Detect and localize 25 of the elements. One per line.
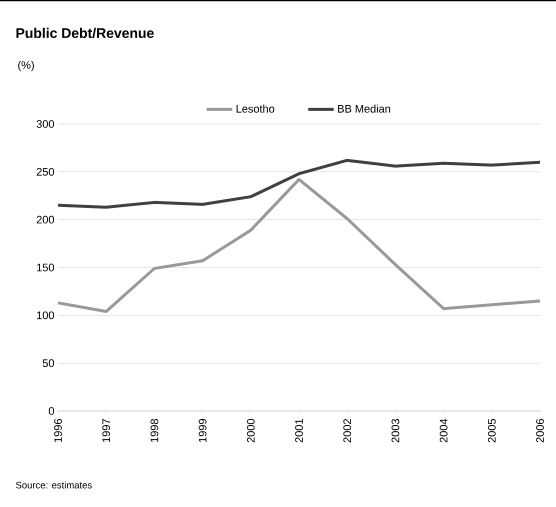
legend-label: BB Median: [338, 104, 390, 113]
y-tick-label: 300: [36, 120, 54, 128]
x-tick-label: 1999: [198, 419, 206, 442]
x-tick-label: 2000: [246, 418, 255, 442]
source-note: Source: estimates: [16, 482, 92, 488]
line-series: [58, 158, 540, 209]
x-tick-label: 2004: [440, 418, 448, 442]
y-tick-label: 250: [36, 168, 54, 176]
line-series: [58, 178, 540, 313]
x-tick-label: 1998: [150, 418, 158, 442]
y-tick-label: 100: [37, 311, 54, 320]
y-tick-label: 50: [42, 359, 54, 368]
x-tick-label: 2001: [295, 419, 303, 442]
x-tick-label: 2006: [536, 418, 544, 442]
y-tick-label: 150: [37, 264, 54, 272]
x-tick-label: 2005: [488, 418, 496, 442]
x-tick-label: 2003: [392, 418, 400, 442]
y-tick-label: 200: [36, 216, 54, 224]
y-axis-title: (%): [18, 60, 34, 72]
x-tick-label: 1997: [102, 419, 110, 442]
x-tick-label: 2002: [343, 419, 352, 442]
x-tick-label: 1996: [54, 418, 62, 442]
y-tick-label: 0: [48, 407, 54, 415]
chart-title: Public Debt/Revenue: [16, 28, 154, 38]
legend-label: Lesotho: [236, 104, 274, 113]
